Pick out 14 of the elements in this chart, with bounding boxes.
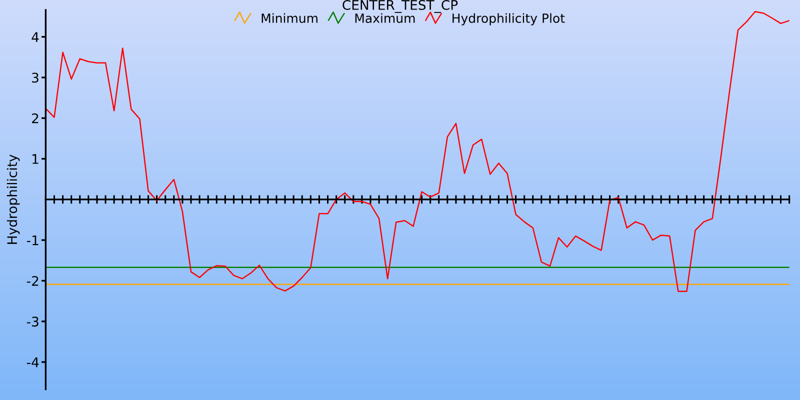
legend-label: Maximum bbox=[355, 13, 415, 23]
chart-title: CENTER_TEST_CP bbox=[342, 0, 458, 13]
y-tick-label: -4 bbox=[26, 357, 39, 368]
y-tick-label: 4 bbox=[32, 32, 39, 42]
legend-label: Hydrophilicity Plot bbox=[452, 13, 565, 26]
y-axis-title: Hydrophilicity bbox=[6, 154, 20, 244]
y-tick-label: -3 bbox=[26, 316, 38, 327]
legend-label: Minimum bbox=[262, 13, 318, 23]
y-tick-label: 3 bbox=[32, 72, 38, 83]
y-tick-label: 2 bbox=[32, 113, 38, 124]
y-tick-label: -2 bbox=[26, 276, 38, 286]
line-series bbox=[46, 11, 790, 292]
y-tick-label: 1 bbox=[32, 154, 38, 164]
y-tick-label: -1 bbox=[26, 235, 38, 246]
